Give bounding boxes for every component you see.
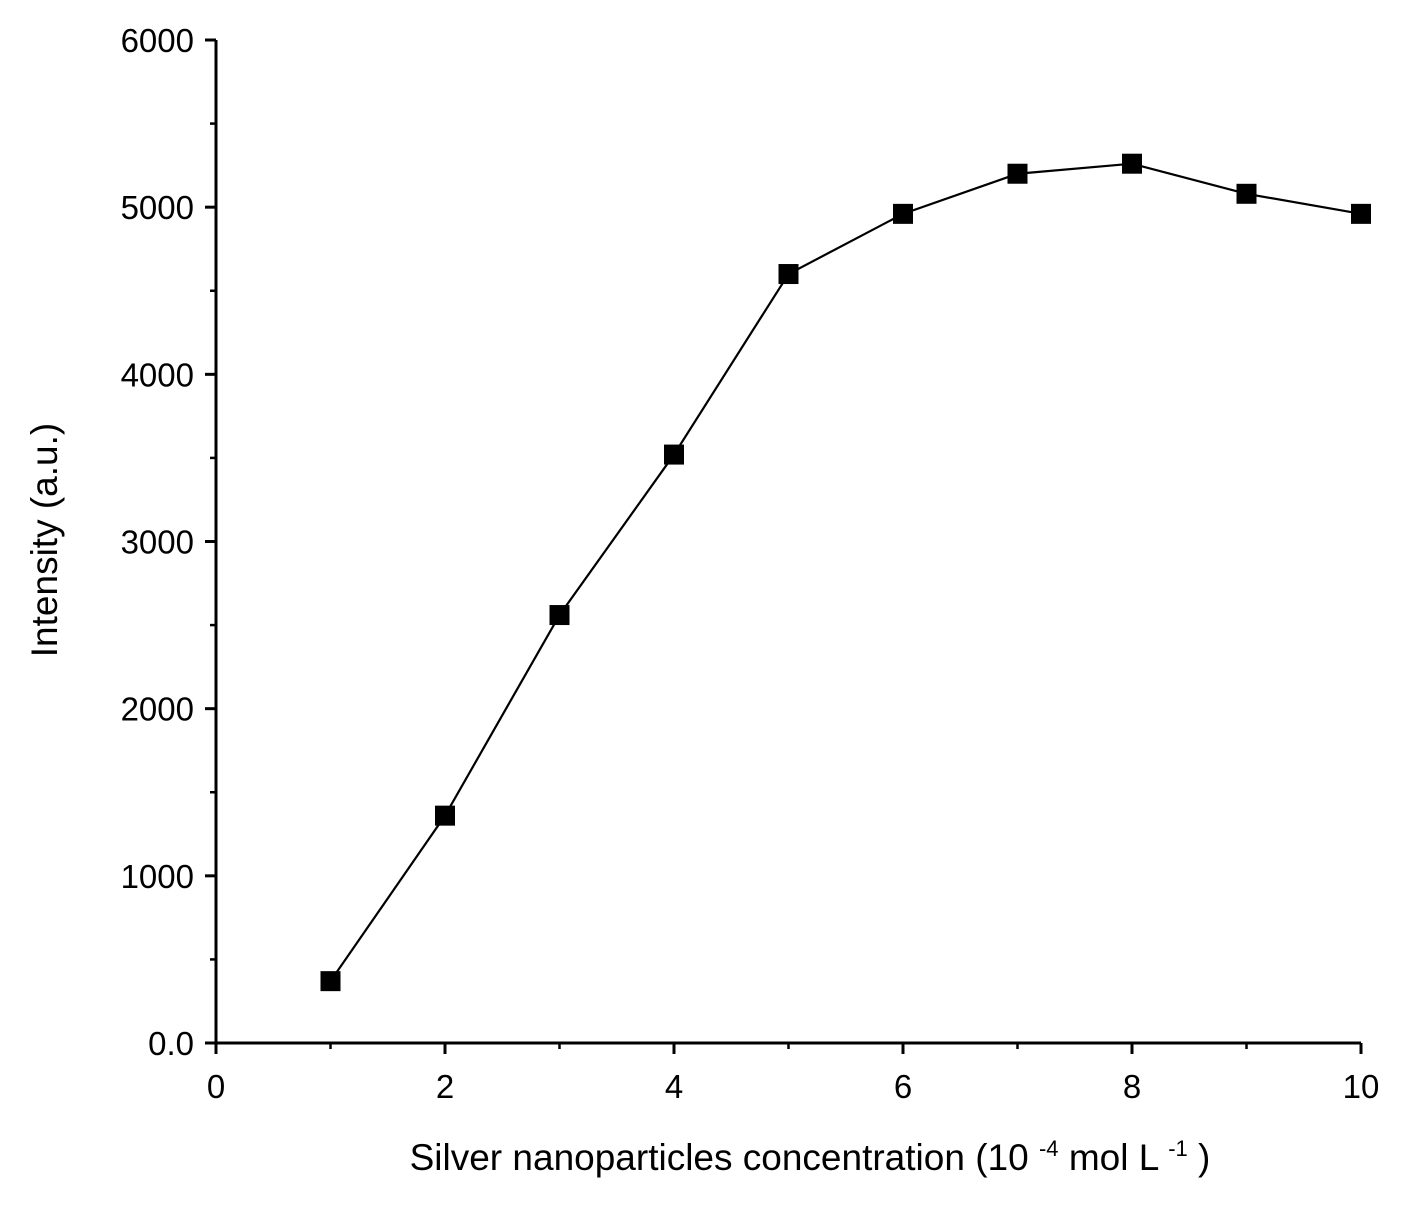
y-tick-label: 0.0 <box>148 1025 194 1062</box>
data-point-marker <box>664 444 684 465</box>
data-point-marker <box>1236 183 1257 204</box>
data-point-marker <box>893 203 913 224</box>
x-tick-label: 10 <box>1343 1068 1380 1105</box>
x-tick-label: 6 <box>894 1068 912 1105</box>
data-point-marker <box>435 805 455 826</box>
y-tick-label: 2000 <box>121 691 194 728</box>
y-tick-label: 1000 <box>121 858 194 895</box>
data-point-marker <box>1351 203 1371 224</box>
x-axis-title-exponent-2: -1 <box>1168 1136 1188 1161</box>
data-markers <box>320 153 1371 992</box>
data-point-marker <box>778 264 799 285</box>
x-axis-title-exponent-1: -4 <box>1039 1136 1059 1161</box>
data-point-marker <box>1122 153 1142 174</box>
x-tick-label: 8 <box>1123 1068 1141 1105</box>
x-tick-label: 0 <box>207 1068 225 1105</box>
x-tick-label: 2 <box>436 1068 454 1105</box>
x-axis-title-middle: mol L <box>1069 1137 1159 1178</box>
x-axis-title: Silver nanoparticles concentration (10 -… <box>410 1123 1211 1178</box>
axes <box>214 40 1361 1045</box>
x-tick-label: 4 <box>665 1068 683 1105</box>
y-tick-label: 4000 <box>121 356 194 393</box>
x-axis-title-prefix: Silver nanoparticles concentration (10 <box>410 1137 1029 1178</box>
data-point-marker <box>320 971 341 992</box>
y-axis-title: Intensity (a.u.) <box>24 423 65 657</box>
data-point-marker <box>549 605 570 626</box>
series-line <box>329 162 1362 982</box>
data-point-marker <box>1007 163 1028 184</box>
y-tick-label: 6000 <box>121 22 194 59</box>
y-tick-label: 3000 <box>121 524 194 561</box>
ticks: 0 2 4 6 8 10 0.0 1000 2000 3000 4000 5000 6000 <box>121 22 1380 1105</box>
x-axis-title-suffix: ) <box>1198 1137 1210 1178</box>
series-line-group <box>329 162 1362 982</box>
y-tick-label: 5000 <box>121 189 194 226</box>
